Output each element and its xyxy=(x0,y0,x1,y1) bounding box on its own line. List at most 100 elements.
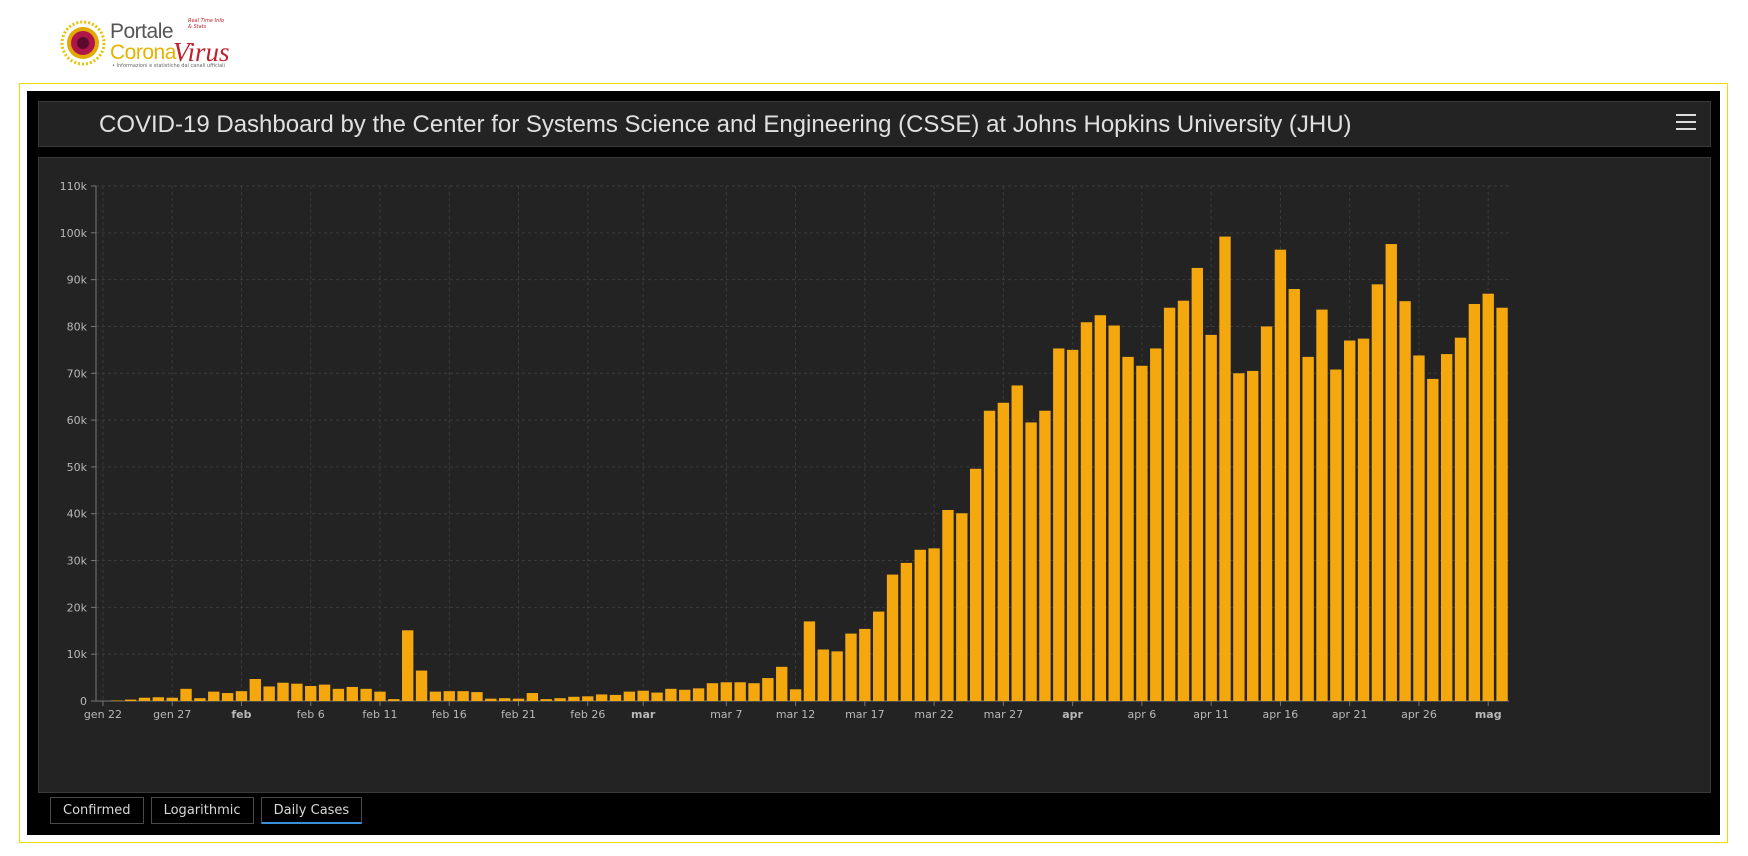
bar-daily-cases xyxy=(942,509,954,701)
bar-daily-cases xyxy=(498,698,511,701)
dashboard-panel: COVID-19 Dashboard by the Center for Sys… xyxy=(27,91,1720,835)
y-tick-label: 70k xyxy=(67,367,88,380)
x-tick-label: apr 21 xyxy=(1332,708,1368,721)
bar-daily-cases xyxy=(1080,322,1093,701)
bar-daily-cases xyxy=(1344,340,1356,701)
bar-daily-cases xyxy=(748,683,760,701)
x-tick-label: feb 11 xyxy=(362,708,397,721)
bar-daily-cases xyxy=(1150,348,1162,701)
bar-daily-cases xyxy=(305,686,317,701)
bar-daily-cases xyxy=(845,633,857,701)
bar-daily-cases xyxy=(1039,410,1051,701)
bar-daily-cases xyxy=(554,698,566,701)
bar-daily-cases xyxy=(1177,300,1190,701)
bar-daily-cases xyxy=(1247,370,1259,701)
page-title: COVID-19 Dashboard by the Center for Sys… xyxy=(99,111,1352,138)
bar-daily-cases xyxy=(388,699,400,701)
y-tick-label: 50k xyxy=(67,461,88,474)
x-tick-label: apr 26 xyxy=(1401,708,1437,721)
y-tick-label: 110k xyxy=(60,180,88,193)
bar-daily-cases xyxy=(817,649,829,701)
bar-daily-cases xyxy=(291,683,303,701)
bar-daily-cases xyxy=(651,692,663,701)
hamburger-menu-icon[interactable] xyxy=(1676,114,1696,132)
bar-daily-cases xyxy=(1066,349,1079,701)
x-tick-label: gen 22 xyxy=(84,708,122,721)
bar-daily-cases xyxy=(235,691,248,701)
bar-daily-cases xyxy=(1053,348,1065,701)
bar-daily-cases xyxy=(1136,365,1148,701)
bar-daily-cases xyxy=(1260,326,1273,701)
bar-daily-cases xyxy=(997,402,1010,701)
bar-daily-cases xyxy=(1219,236,1231,701)
bar-daily-cases xyxy=(512,698,525,701)
x-tick-label: apr 16 xyxy=(1263,708,1299,721)
bar-daily-cases xyxy=(803,621,816,701)
bar-daily-cases xyxy=(623,691,636,701)
bar-daily-cases xyxy=(1399,301,1411,701)
dashboard-frame: COVID-19 Dashboard by the Center for Sys… xyxy=(19,83,1728,843)
bar-daily-cases xyxy=(1440,354,1453,701)
logo-word-portale: Portale xyxy=(110,20,174,43)
bar-daily-cases xyxy=(1468,303,1481,701)
bar-daily-cases xyxy=(900,562,913,701)
x-tick-label: feb 6 xyxy=(297,708,325,721)
tab-daily-cases[interactable]: Daily Cases xyxy=(260,797,363,824)
bar-daily-cases xyxy=(138,697,151,701)
bar-daily-cases xyxy=(692,688,705,701)
y-tick-label: 40k xyxy=(67,508,88,521)
bar-daily-cases xyxy=(485,698,497,701)
tab-confirmed[interactable]: Confirmed xyxy=(50,797,144,824)
bar-daily-cases xyxy=(249,678,261,701)
x-tick-label: mar xyxy=(631,708,656,721)
bar-daily-cases xyxy=(526,693,539,701)
bar-daily-cases xyxy=(208,691,220,701)
logo-tagline: Real Time Info & Stats xyxy=(188,18,225,30)
y-tick-label: 0 xyxy=(80,695,87,708)
bar-daily-cases xyxy=(1191,267,1203,701)
bar-daily-cases xyxy=(609,694,622,701)
bar-daily-cases xyxy=(180,688,192,701)
bar-daily-cases xyxy=(457,691,469,701)
bar-daily-cases xyxy=(1122,356,1134,701)
x-tick-label: apr 11 xyxy=(1193,708,1229,721)
bar-daily-cases xyxy=(859,628,871,701)
bar-daily-cases xyxy=(1454,337,1467,701)
bar-daily-cases xyxy=(277,682,289,701)
bar-daily-cases xyxy=(734,682,746,701)
logo-word-corona: Corona xyxy=(110,41,176,64)
y-tick-label: 60k xyxy=(67,414,88,427)
bar-daily-cases xyxy=(568,696,580,701)
tab-logarithmic[interactable]: Logarithmic xyxy=(150,797,254,824)
bar-daily-cases xyxy=(471,692,483,701)
bar-daily-cases xyxy=(1316,309,1328,701)
bar-daily-cases xyxy=(665,688,677,701)
x-tick-label: mar 7 xyxy=(710,708,742,721)
x-tick-label: feb 21 xyxy=(501,708,536,721)
logo-subtitle: • Informazioni e statistiche dai canali … xyxy=(112,63,225,69)
bar-chart-svg: 0 10k 20k 30k 40k 50k 60k 70k 80k 90k 100k 110k gen … xyxy=(60,180,1509,721)
logo-word-virus: Virus xyxy=(173,37,230,67)
bar-daily-cases xyxy=(789,689,802,701)
virus-emblem-icon xyxy=(60,20,106,66)
bar-daily-cases xyxy=(1371,284,1384,701)
portale-coronavirus-logo[interactable]: Portale Corona Virus Real Time Info & St… xyxy=(60,16,230,72)
bar-daily-cases xyxy=(1233,373,1245,701)
y-tick-label: 100k xyxy=(60,227,88,240)
daily-cases-chart: 0 10k 20k 30k 40k 50k 60k 70k 80k 90k 100k 110k gen … xyxy=(38,157,1711,793)
bar-daily-cases xyxy=(415,670,428,701)
x-tick-label: gen 27 xyxy=(153,708,191,721)
bar-daily-cases xyxy=(582,696,594,701)
bar-daily-cases xyxy=(1108,325,1120,701)
bar-daily-cases xyxy=(360,688,372,701)
x-tick-label: feb 16 xyxy=(432,708,467,721)
x-tick-label: mar 12 xyxy=(776,708,815,721)
bar-daily-cases xyxy=(873,611,885,701)
bar-daily-cases xyxy=(1385,244,1397,701)
y-tick-label: 10k xyxy=(67,648,88,661)
bar-daily-cases xyxy=(1163,307,1176,701)
bar-daily-cases xyxy=(443,691,455,701)
x-tick-label: apr xyxy=(1062,708,1083,721)
bar-daily-cases xyxy=(1025,422,1037,701)
bar-daily-cases xyxy=(969,468,982,701)
